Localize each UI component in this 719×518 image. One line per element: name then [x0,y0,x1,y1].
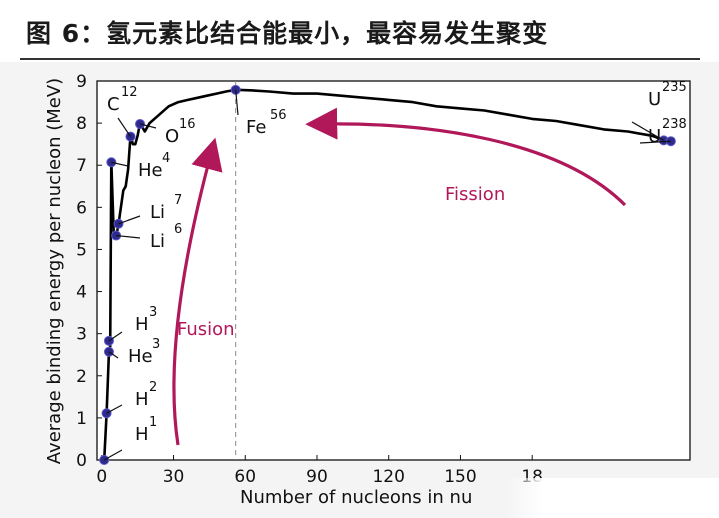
isotope-leader-line [235,89,239,116]
isotope-mass-u238: 238 [662,117,687,132]
isotope-label-c12: C [107,94,120,115]
figure-title: 图 6：氢元素比结合能最小，最容易发生聚变 [26,19,549,48]
isotope-leader-line [106,404,123,414]
y-tick-label: 4 [76,283,87,303]
title-divider [20,58,700,60]
isotope-label-he3: He [128,346,153,367]
y-axis-title: Average binding energy per nucleon (MeV) [44,78,65,464]
isotope-leader-line [111,161,129,167]
isotope-leader-line [117,117,131,137]
isotope-label-u235: U [648,89,661,110]
isotope-leader-line [639,140,671,144]
isotope-label-u238: U [648,126,661,147]
x-tick-label: 120 [372,467,404,487]
fission-label: Fission [445,184,505,205]
x-tick-label: 30 [163,467,185,487]
isotope-leader-line [108,331,123,342]
isotope-mass-o16: 16 [179,117,196,132]
x-axis-title: Number of nucleons in nu [240,487,472,508]
isotope-label-h1: H [135,424,149,445]
y-tick-label: 7 [76,156,87,176]
y-tick-label: 1 [76,409,87,429]
y-tick-label: 5 [76,240,87,260]
isotope-mass-he4: 4 [162,151,170,166]
isotope-mass-he3: 3 [152,337,160,352]
isotope-mass-h1: 1 [149,415,157,430]
fission-arrow [305,107,627,207]
isotope-mass-li6: 6 [174,222,182,237]
isotope-mass-li7: 7 [174,193,182,208]
isotope-leader-line [116,234,141,239]
isotope-label-h2: H [135,389,149,410]
y-tick-label: 3 [76,325,87,345]
isotope-mass-fe56: 56 [270,108,287,123]
isotope-label-o16: O [165,126,179,147]
isotope-leader-line [631,121,664,141]
y-tick-label: 0 [76,451,87,471]
binding-energy-line [102,88,672,461]
isotope-label-h3: H [135,314,149,335]
isotope-mass-h2: 2 [149,380,157,395]
y-tick-label: 2 [76,367,87,387]
isotope-leader-line [118,215,141,225]
isotope-leader-line [103,449,123,461]
x-tick-label: 0 [96,467,107,487]
y-tick-label: 9 [76,72,87,92]
isotope-mass-c12: 12 [121,85,138,100]
y-tick-label: 6 [76,198,87,218]
y-tick-label: 8 [76,114,87,134]
isotope-label-li7: Li [150,202,165,223]
x-tick-label: 90 [306,467,328,487]
fusion-label: Fusion [177,319,235,340]
faded-region [505,478,719,518]
figure-title-bar: 图 6：氢元素比结合能最小，最容易发生聚变 [0,0,719,60]
isotope-leader-line [139,123,157,129]
isotope-mass-u235: 235 [662,80,687,95]
x-tick-label: 60 [234,467,256,487]
x-tick-label: 150 [444,467,476,487]
isotope-label-li6: Li [150,231,165,252]
fusion-arrow [172,137,223,446]
isotope-label-fe56: Fe [246,117,266,138]
isotope-leader-line [108,351,119,359]
isotope-mass-h3: 3 [149,305,157,320]
isotope-label-he4: He [138,160,163,181]
